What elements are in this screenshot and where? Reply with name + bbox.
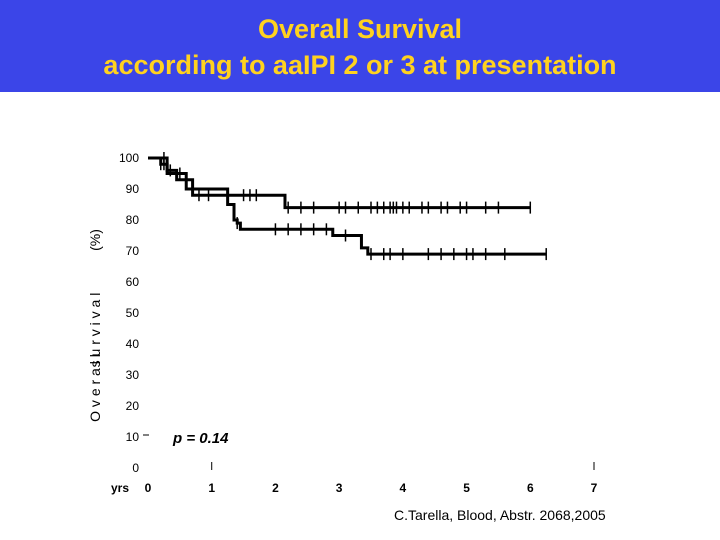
citation: C.Tarella, Blood, Abstr. 2068,2005 [394, 507, 606, 523]
survival-curve [148, 156, 531, 210]
y-axis-ticks: 0 10 20 30 40 50 60 70 80 90 100 [119, 151, 139, 475]
y-label-part: s u r v i v a l [87, 293, 103, 368]
y-tick-label: 50 [126, 306, 140, 320]
y-tick-label: 0 [132, 461, 139, 475]
x-tick-label: 5 [463, 481, 470, 495]
y-label-part: O v e r a l l [87, 354, 103, 422]
x-tick-label: 4 [400, 481, 407, 495]
x-tick-label: 2 [272, 481, 279, 495]
slide-title-line-2: according to aaIPI 2 or 3 at presentatio… [103, 50, 617, 80]
x-tick-label: 3 [336, 481, 343, 495]
y-axis-label: (%) s u r v i v a lO v e r a l l [87, 229, 103, 422]
y-tick-label: 60 [126, 275, 140, 289]
x-axis-ticks: 0 1 2 3 4 5 6 7 [143, 434, 598, 495]
y-tick-label: 40 [126, 337, 140, 351]
x-tick-label: 0 [145, 481, 152, 495]
x-tick-label: 7 [591, 481, 598, 495]
y-tick-label: 90 [126, 182, 140, 196]
y-tick-label: 20 [126, 399, 140, 413]
y-tick-label: 80 [126, 213, 140, 227]
x-axis-label: yrs [111, 481, 129, 495]
y-tick-label: 10 [126, 430, 140, 444]
y-tick-label: 30 [126, 368, 140, 382]
y-label-part: (%) [87, 229, 103, 251]
x-tick-label: 6 [527, 481, 534, 495]
y-tick-label: 70 [126, 244, 140, 258]
title-banner: Overall Survival according to aaIPI 2 or… [0, 0, 720, 92]
y-tick-label: 100 [119, 151, 139, 165]
slide-title-line-1: Overall Survival [257, 14, 463, 44]
p-value-annotation: p = 0.14 [172, 430, 229, 447]
survival-series [148, 152, 547, 261]
survival-curve [148, 156, 547, 256]
x-tick-label: 1 [208, 481, 215, 495]
